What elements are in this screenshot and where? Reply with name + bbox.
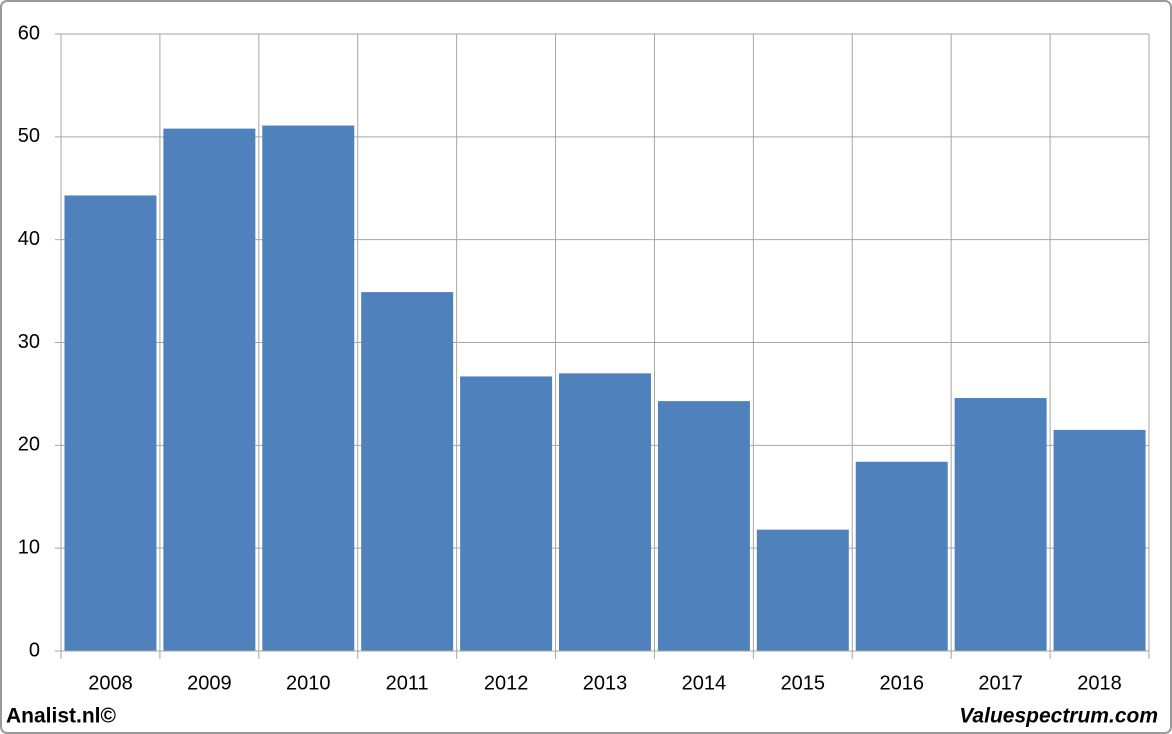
x-tick-label: 2017	[978, 672, 1023, 694]
bar	[262, 125, 355, 651]
bar	[954, 398, 1047, 651]
x-tick-label: 2008	[88, 672, 133, 694]
x-tick-label: 2013	[583, 672, 628, 694]
bar	[163, 128, 256, 651]
x-tick-label: 2016	[879, 672, 924, 694]
y-tick-label: 0	[29, 639, 40, 661]
x-tick-label: 2014	[682, 672, 727, 694]
bar	[1053, 429, 1146, 651]
bar	[756, 529, 849, 651]
y-tick-label: 10	[18, 536, 40, 558]
x-tick-label: 2010	[286, 672, 331, 694]
x-tick-label: 2015	[781, 672, 826, 694]
x-tick-label: 2009	[187, 672, 232, 694]
y-tick-label: 20	[18, 434, 40, 456]
source-left: Analist.nl©	[6, 705, 117, 728]
source-right: Valuespectrum.com	[959, 705, 1158, 728]
bar	[361, 292, 454, 651]
bar	[460, 376, 553, 651]
bar	[855, 461, 948, 651]
bar	[559, 373, 651, 651]
y-tick-label: 50	[18, 125, 40, 147]
x-tick-label: 2011	[386, 672, 429, 694]
y-tick-label: 30	[18, 331, 40, 353]
bar	[657, 401, 750, 651]
x-tick-label: 2012	[484, 672, 529, 694]
x-tick-label: 2018	[1077, 672, 1122, 694]
y-tick-label: 60	[18, 22, 40, 44]
bar	[64, 195, 157, 651]
y-tick-label: 40	[18, 228, 40, 250]
